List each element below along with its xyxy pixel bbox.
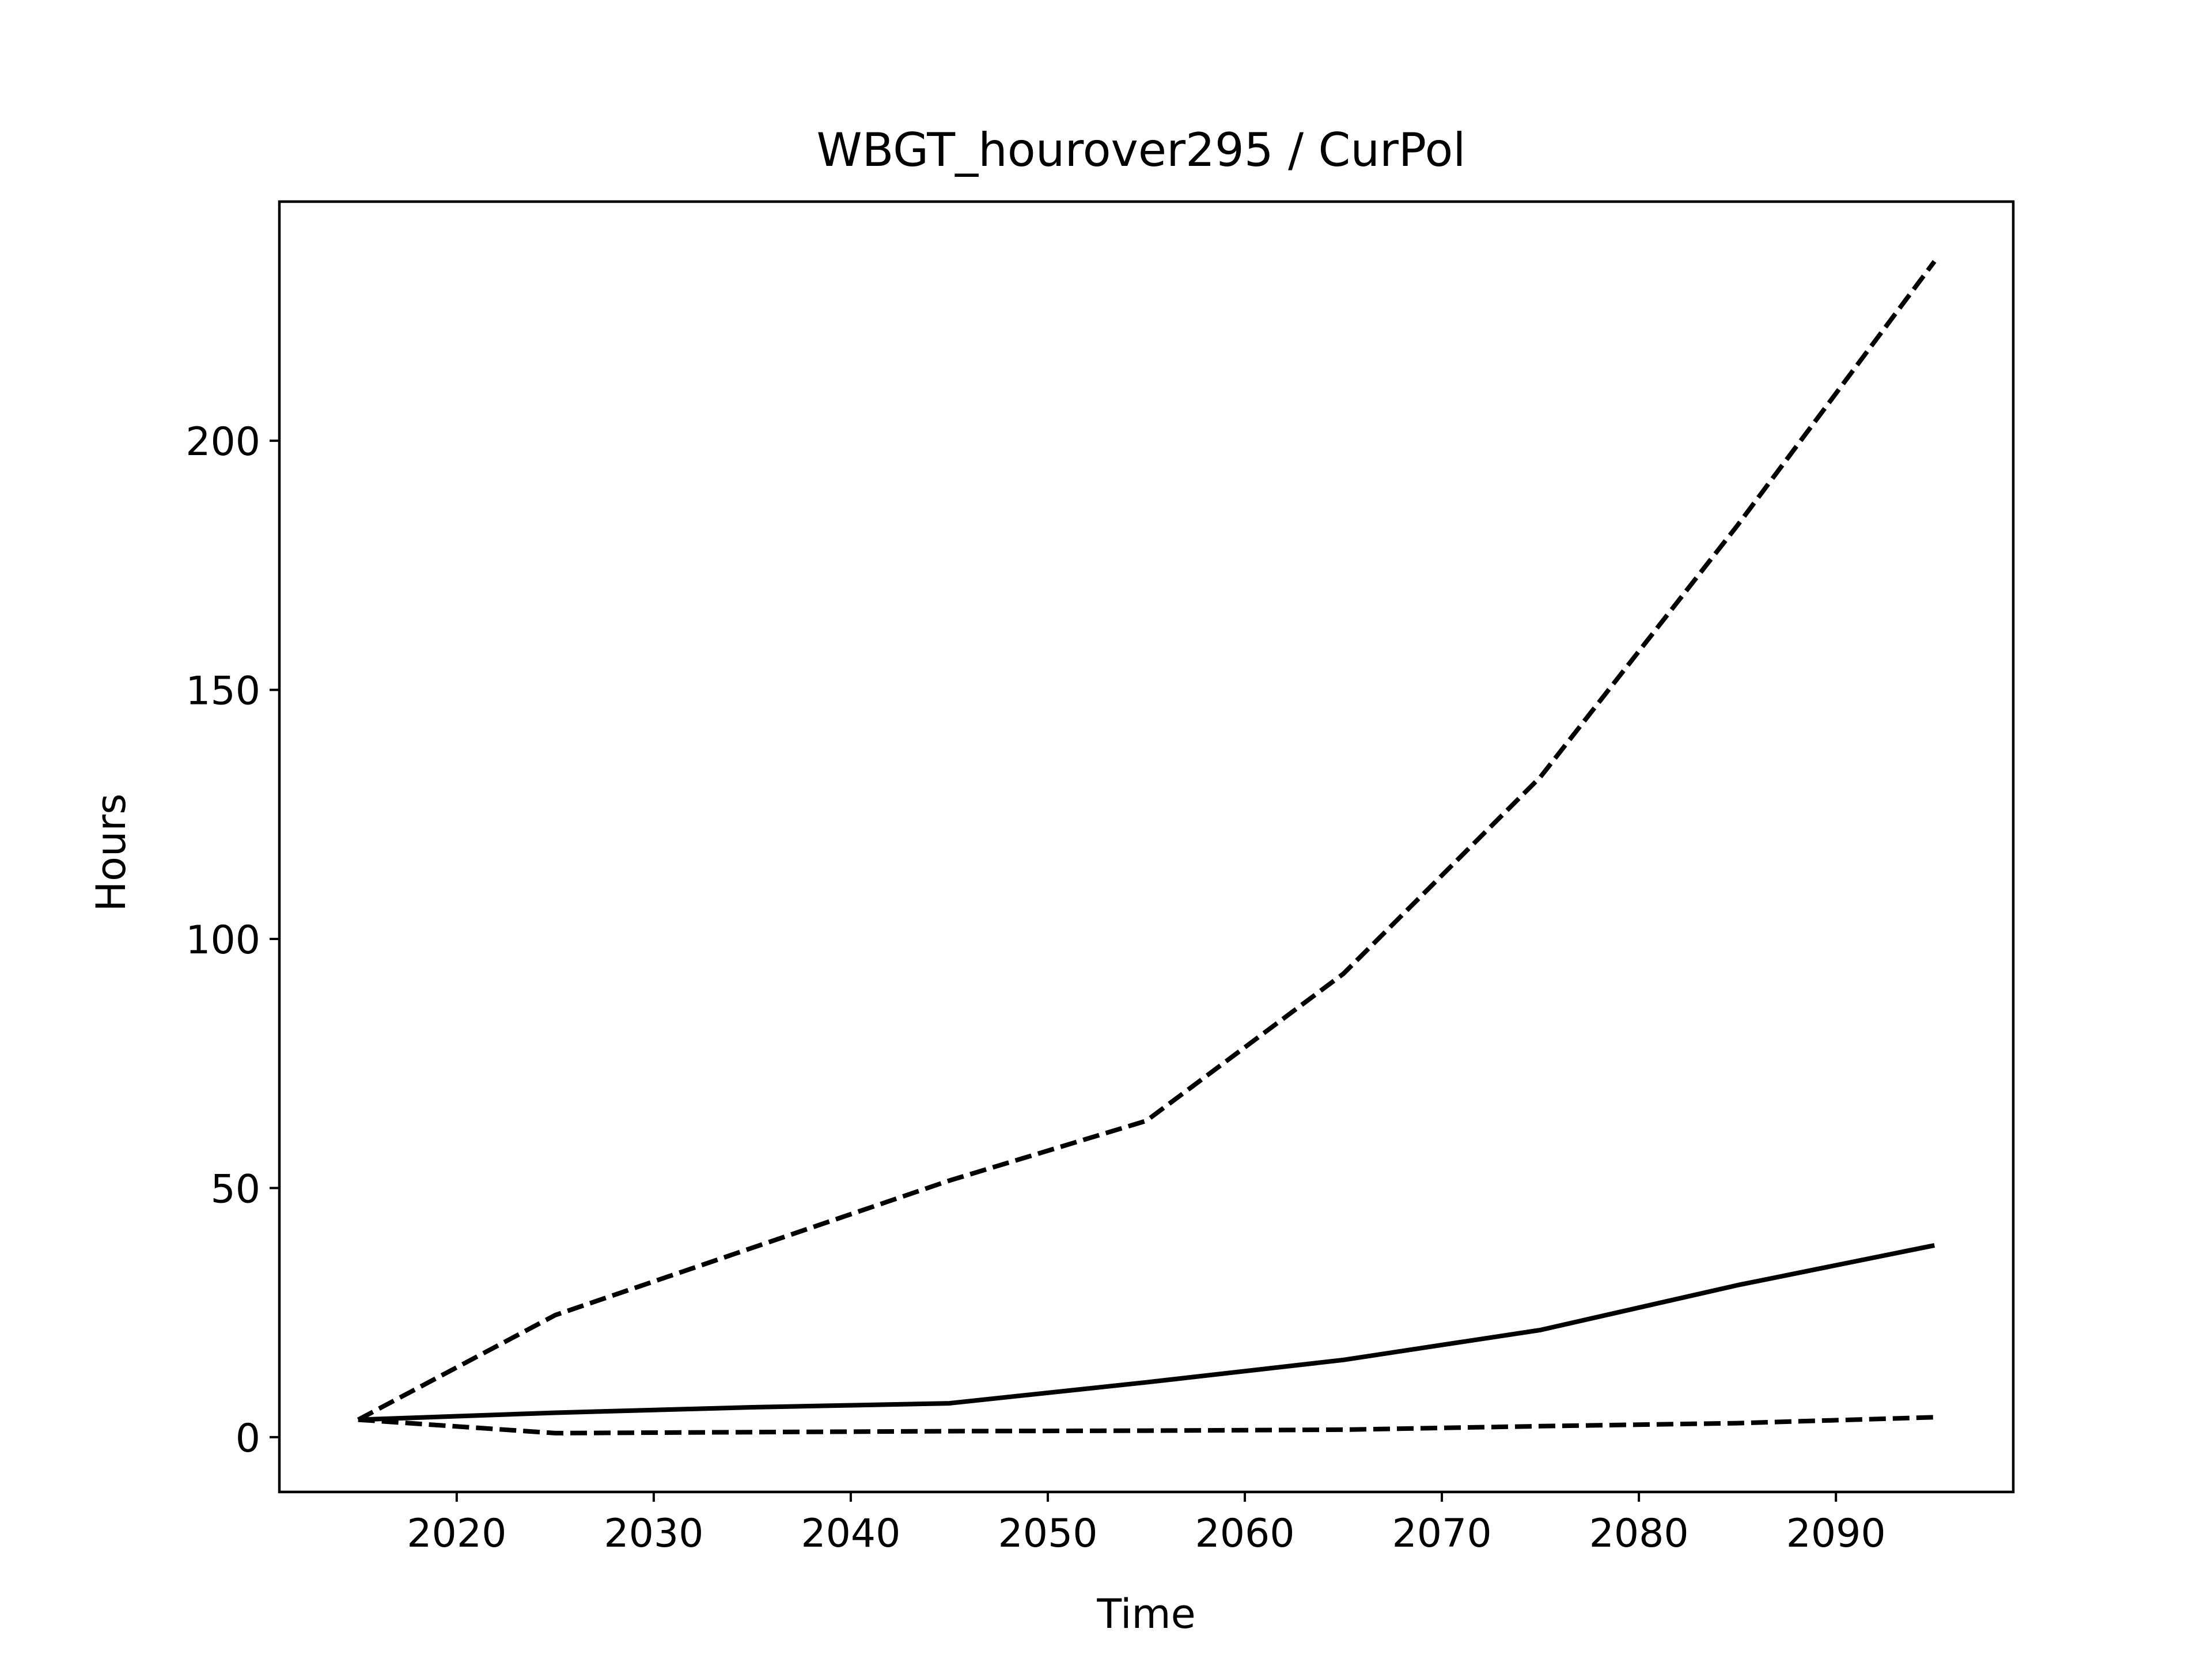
x-tick-label-2050: 2050 [998, 1511, 1097, 1556]
y-tick-label-50: 50 [210, 1166, 260, 1212]
y-axis-label: Hours [88, 793, 135, 911]
y-tick-label-100: 100 [185, 918, 260, 963]
y-tick-label-200: 200 [185, 419, 260, 465]
x-axis-label: Time [1096, 1590, 1195, 1638]
series-line-3-dashed [358, 1415, 1935, 1435]
x-tick-label-2040: 2040 [801, 1511, 900, 1556]
series-layer [357, 260, 1937, 1435]
x-tick-label-2070: 2070 [1392, 1511, 1492, 1556]
plot-frame [278, 200, 2015, 1494]
series-line-2-solid [358, 1243, 1935, 1422]
chart-title: WBGT_hourover295 / CurPol [817, 123, 1466, 177]
ticks-layer: 2020 2030 2040 2050 2060 2070 2080 2090 0 50 100 15… [185, 419, 1885, 1556]
x-tick-label-2080: 2080 [1589, 1511, 1689, 1556]
y-tick-label-0: 0 [236, 1416, 260, 1461]
x-tick-label-2020: 2020 [407, 1511, 506, 1556]
x-tick-label-2030: 2030 [604, 1511, 703, 1556]
x-tick-label-2090: 2090 [1786, 1511, 1886, 1556]
y-tick-label-150: 150 [185, 669, 260, 714]
x-tick-label-2060: 2060 [1195, 1511, 1294, 1556]
series-line-1-dashed [357, 260, 1937, 1422]
